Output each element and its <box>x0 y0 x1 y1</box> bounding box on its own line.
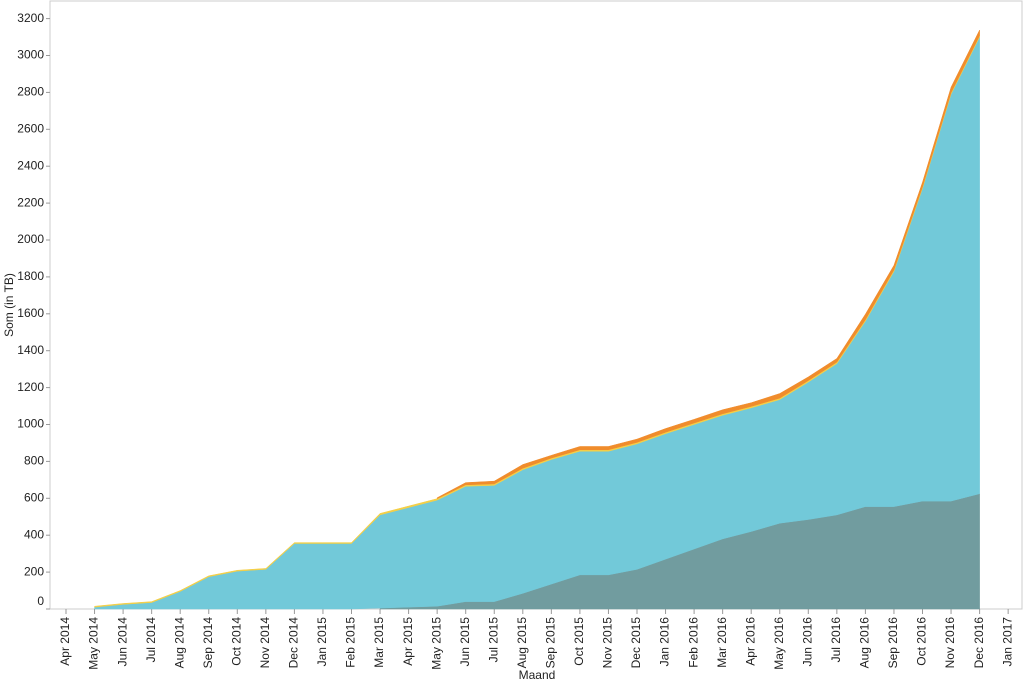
x-tick-label: Mar 2015 <box>372 617 386 668</box>
y-tick-label: 1000 <box>17 417 44 431</box>
area <box>436 29 980 500</box>
x-tick-label: Sep 2014 <box>201 617 215 669</box>
x-tick-label: Nov 2016 <box>943 617 957 669</box>
x-tick-label: May 2014 <box>87 617 101 670</box>
y-tick-label: 600 <box>24 490 44 504</box>
y-tick-label: 1200 <box>17 380 44 394</box>
x-tick-label: Jan 2015 <box>315 617 329 667</box>
x-tick-label: Aug 2015 <box>515 617 529 669</box>
x-tick-label: Nov 2015 <box>601 617 615 669</box>
x-tick-label: Dec 2014 <box>287 617 301 669</box>
x-tick-label: Jun 2016 <box>800 617 814 667</box>
y-tick-label: 0 <box>37 594 44 608</box>
y-tick-label: 1800 <box>17 269 44 283</box>
x-tick-label: Jul 2014 <box>144 617 158 663</box>
x-tick-label: Dec 2015 <box>629 617 643 669</box>
x-tick-label: Sep 2015 <box>544 617 558 669</box>
x-tick-label: May 2015 <box>429 617 443 670</box>
y-tick-label: 200 <box>24 564 44 578</box>
y-tick-label: 3000 <box>17 48 44 62</box>
y-tick-label: 1400 <box>17 343 44 357</box>
y-tick-label: 3200 <box>17 11 44 25</box>
y-tick-label: 2400 <box>17 158 44 172</box>
x-tick-label: Apr 2015 <box>401 617 415 666</box>
x-tick-label: Feb 2016 <box>686 617 700 668</box>
x-tick-label: Jul 2016 <box>829 617 843 663</box>
x-tick-label: Jan 2017 <box>1000 617 1014 667</box>
y-tick-label: 2000 <box>17 232 44 246</box>
x-tick-label: May 2016 <box>772 617 786 670</box>
x-tick-label: Jan 2016 <box>658 617 672 667</box>
y-tick-label: 2200 <box>17 195 44 209</box>
x-tick-label: Feb 2015 <box>344 617 358 668</box>
x-tick-label: Oct 2015 <box>572 617 586 666</box>
x-tick-label: Mar 2016 <box>715 617 729 668</box>
x-tick-label: Aug 2016 <box>858 617 872 669</box>
y-tick-label: 800 <box>24 454 44 468</box>
y-axis-title: Som (in TB) <box>2 273 16 337</box>
x-tick-label: Sep 2016 <box>886 617 900 669</box>
y-tick-label: 2600 <box>17 121 44 135</box>
x-tick-label: Dec 2016 <box>972 617 986 669</box>
y-tick-label: 2800 <box>17 85 44 99</box>
x-tick-label: Nov 2014 <box>258 617 272 669</box>
x-tick-label: Apr 2014 <box>58 617 72 666</box>
x-tick-label: Aug 2014 <box>172 617 186 669</box>
x-axis-title: Maand <box>519 668 556 682</box>
x-tick-label: Jun 2014 <box>115 617 129 667</box>
x-tick-label: Apr 2016 <box>743 617 757 666</box>
x-tick-label: Oct 2016 <box>915 617 929 666</box>
y-tick-label: 1600 <box>17 306 44 320</box>
x-tick-label: Oct 2014 <box>229 617 243 666</box>
x-tick-label: Jul 2015 <box>486 617 500 663</box>
area <box>94 35 980 608</box>
x-tick-label: Jun 2015 <box>458 617 472 667</box>
y-tick-label: 400 <box>24 527 44 541</box>
